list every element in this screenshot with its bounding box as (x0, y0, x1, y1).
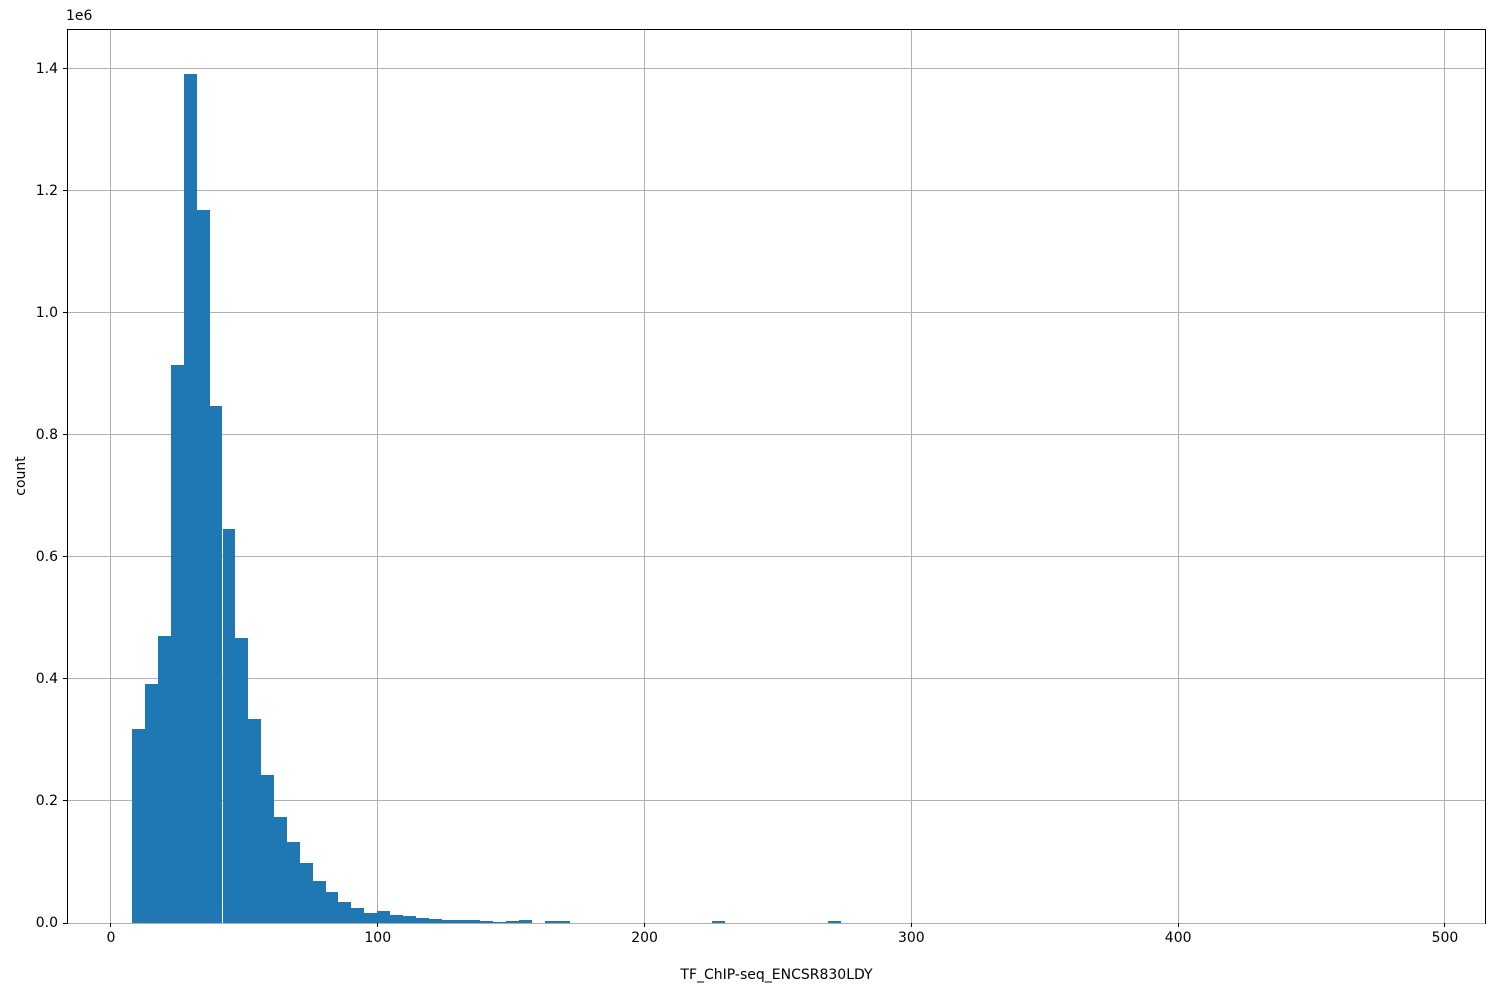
x-gridline (1177, 30, 1179, 923)
x-gridline (910, 30, 912, 923)
y-tick-label: 0.0 (35, 915, 58, 931)
x-gridline (110, 30, 112, 923)
x-gridline (377, 30, 379, 923)
histogram-bar (454, 920, 468, 923)
histogram-bar (299, 863, 313, 923)
histogram-bar (325, 891, 339, 923)
histogram-bar (506, 921, 519, 923)
histogram-bar (364, 912, 378, 923)
y-tick-mark (63, 678, 67, 680)
x-tick-label: 500 (1431, 930, 1459, 946)
y-tick-mark (63, 922, 67, 924)
histogram-bar (402, 916, 416, 923)
y-gridline (68, 434, 1485, 436)
histogram-bar (415, 918, 429, 923)
histogram-bar (428, 919, 442, 923)
y-tick-label: 0.8 (35, 426, 58, 443)
x-tick-label: 400 (1164, 930, 1192, 946)
x-gridline (644, 30, 646, 923)
histogram-bar (274, 816, 287, 923)
x-tick-label: 100 (364, 930, 392, 946)
histogram-bar (377, 910, 391, 923)
histogram-bar (196, 209, 210, 923)
x-tick-mark (644, 923, 646, 927)
histogram-bar (518, 920, 532, 923)
histogram-bar (480, 920, 494, 923)
histogram-bar (390, 915, 403, 923)
y-tick-label: 0.2 (35, 792, 58, 809)
y-tick-mark (63, 312, 67, 314)
y-gridline (68, 678, 1485, 680)
y-gridline (68, 68, 1485, 70)
histogram-bar (209, 406, 223, 923)
x-tick-mark (377, 923, 379, 927)
histogram-bar (183, 73, 197, 923)
x-tick-mark (1177, 923, 1179, 927)
histogram-bar (828, 921, 842, 923)
y-axis-label: count (13, 456, 29, 496)
histogram-bar (145, 684, 159, 923)
histogram-bar (235, 638, 249, 923)
histogram-bar (712, 921, 726, 923)
histogram-bar (132, 728, 146, 923)
histogram-bar (493, 921, 506, 923)
histogram-bar (158, 636, 171, 923)
y-tick-mark (63, 68, 67, 70)
plot-area (67, 29, 1486, 924)
y-tick-mark (63, 556, 67, 558)
x-tick-label: 200 (631, 930, 658, 946)
histogram-bar (544, 921, 558, 923)
histogram-bar (467, 920, 481, 923)
y-gridline (68, 800, 1485, 802)
y-tick-label: 1.4 (35, 60, 58, 77)
x-tick-label: 300 (897, 930, 925, 946)
histogram-bar (338, 901, 352, 923)
x-axis-label: TF_ChIP-seq_ENCSR830LDY (680, 967, 873, 983)
y-tick-label: 1.2 (35, 182, 58, 199)
x-tick-mark (910, 923, 912, 927)
histogram-bar (351, 908, 365, 923)
histogram-bar (557, 921, 571, 923)
x-tick-label: 0 (106, 930, 116, 946)
y-gridline (68, 922, 1485, 924)
histogram-bar (170, 364, 184, 923)
x-tick-mark (1444, 923, 1446, 927)
histogram-bar (441, 920, 455, 923)
y-tick-mark (63, 800, 67, 802)
y-tick-mark (63, 190, 67, 192)
x-gridline (1444, 30, 1446, 923)
histogram-bar (312, 880, 326, 923)
x-tick-mark (110, 923, 112, 927)
y-tick-label: 0.4 (35, 670, 58, 687)
histogram-bar (286, 841, 300, 923)
y-gridline (68, 190, 1485, 192)
y-tick-label: 0.6 (35, 548, 58, 565)
y-axis-offset-label: 1e6 (66, 8, 93, 24)
histogram-bar (248, 719, 262, 923)
y-tick-mark (63, 434, 67, 436)
y-gridline (68, 556, 1485, 558)
histogram-bar (222, 528, 236, 923)
y-gridline (68, 312, 1485, 314)
y-tick-label: 1.0 (35, 304, 58, 321)
histogram-bar (261, 775, 275, 923)
